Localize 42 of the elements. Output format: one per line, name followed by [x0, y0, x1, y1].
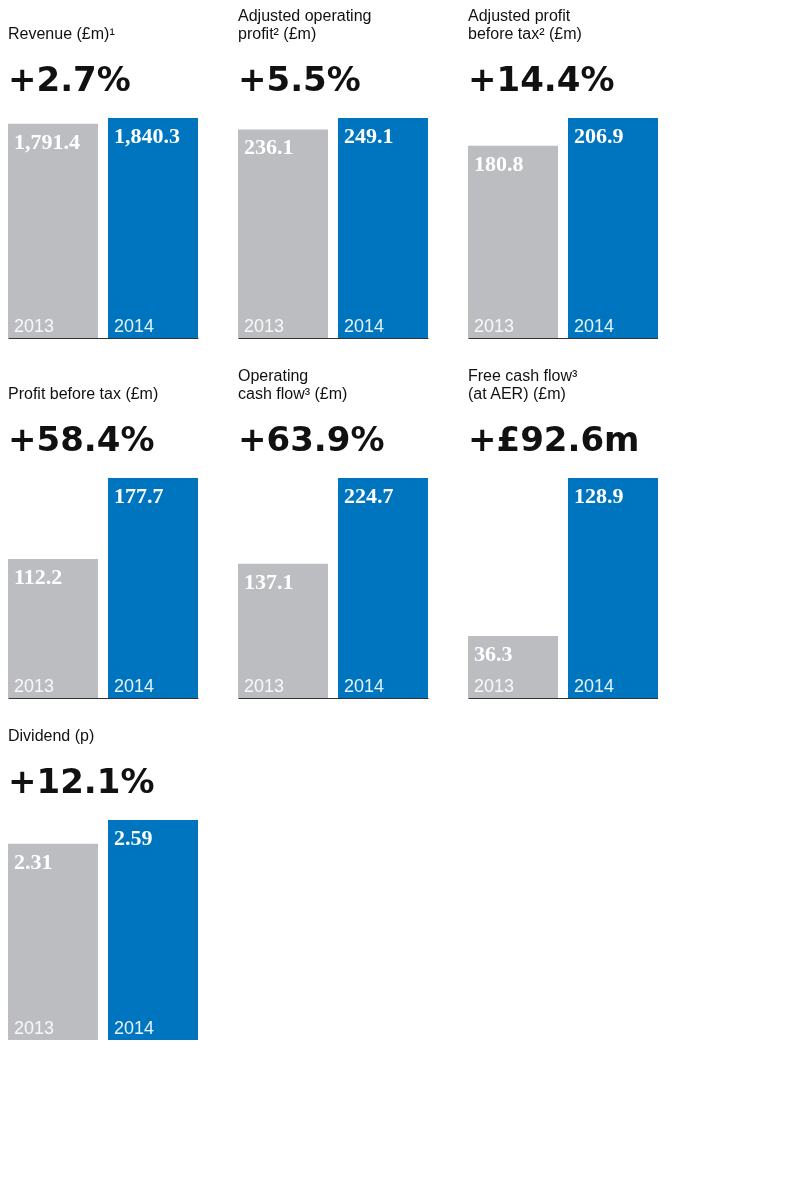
chart-subtitle: +5.5%	[238, 59, 361, 99]
x-tick-label: 2013	[474, 676, 515, 696]
data-label: 128.9	[574, 483, 624, 508]
data-label: 224.7	[344, 483, 394, 508]
x-tick-label: 2014	[574, 676, 615, 696]
chart-subtitle: +12.1%	[8, 761, 155, 801]
x-tick-label: 2013	[14, 676, 55, 696]
chart-title: Profit before tax (£m)	[8, 385, 159, 402]
chart-subtitle: +14.4%	[468, 59, 615, 99]
data-label: 137.1	[244, 568, 294, 594]
x-tick-label: 2013	[14, 316, 55, 336]
data-label: 249.1	[344, 123, 394, 148]
chart-subtitle: +£92.6m	[468, 419, 640, 459]
chart-title: Revenue (£m)¹	[8, 25, 115, 42]
x-tick-label: 2014	[114, 316, 155, 336]
chart-subtitle: +2.7%	[8, 59, 131, 99]
x-tick-label: 2013	[474, 316, 515, 336]
data-label: 112.2	[14, 564, 63, 590]
data-label: 1,840.3	[114, 123, 180, 148]
data-label: 177.7	[114, 483, 164, 508]
data-label: 2.59	[114, 825, 153, 850]
x-tick-label: 2013	[244, 676, 285, 696]
chart-subtitle: +58.4%	[8, 419, 155, 459]
chart-title: Dividend (p)	[8, 727, 95, 744]
chart-title: Adjusted profit before tax² (£m)	[468, 7, 582, 42]
x-tick-label: 2013	[14, 1018, 55, 1038]
data-label: 2.31	[14, 848, 53, 874]
data-label: 206.9	[574, 123, 624, 148]
x-tick-label: 2014	[344, 316, 385, 336]
data-label: 1,791.4	[14, 128, 80, 154]
x-tick-label: 2014	[344, 676, 385, 696]
x-tick-label: 2014	[114, 1018, 155, 1038]
data-label: 236.1	[244, 134, 294, 160]
chart-title: Adjusted operating profit² (£m)	[238, 7, 372, 42]
x-tick-label: 2014	[574, 316, 615, 336]
x-tick-label: 2013	[244, 316, 285, 336]
x-tick-label: 2014	[114, 676, 155, 696]
chart-subtitle: +63.9%	[238, 419, 385, 459]
chart-title: Free cash flow³ (at AER) (£m)	[468, 367, 579, 402]
chart-title: Operating cash flow³ (£m)	[238, 367, 348, 402]
data-label: 180.8	[474, 150, 524, 176]
data-label: 36.3	[474, 641, 513, 667]
